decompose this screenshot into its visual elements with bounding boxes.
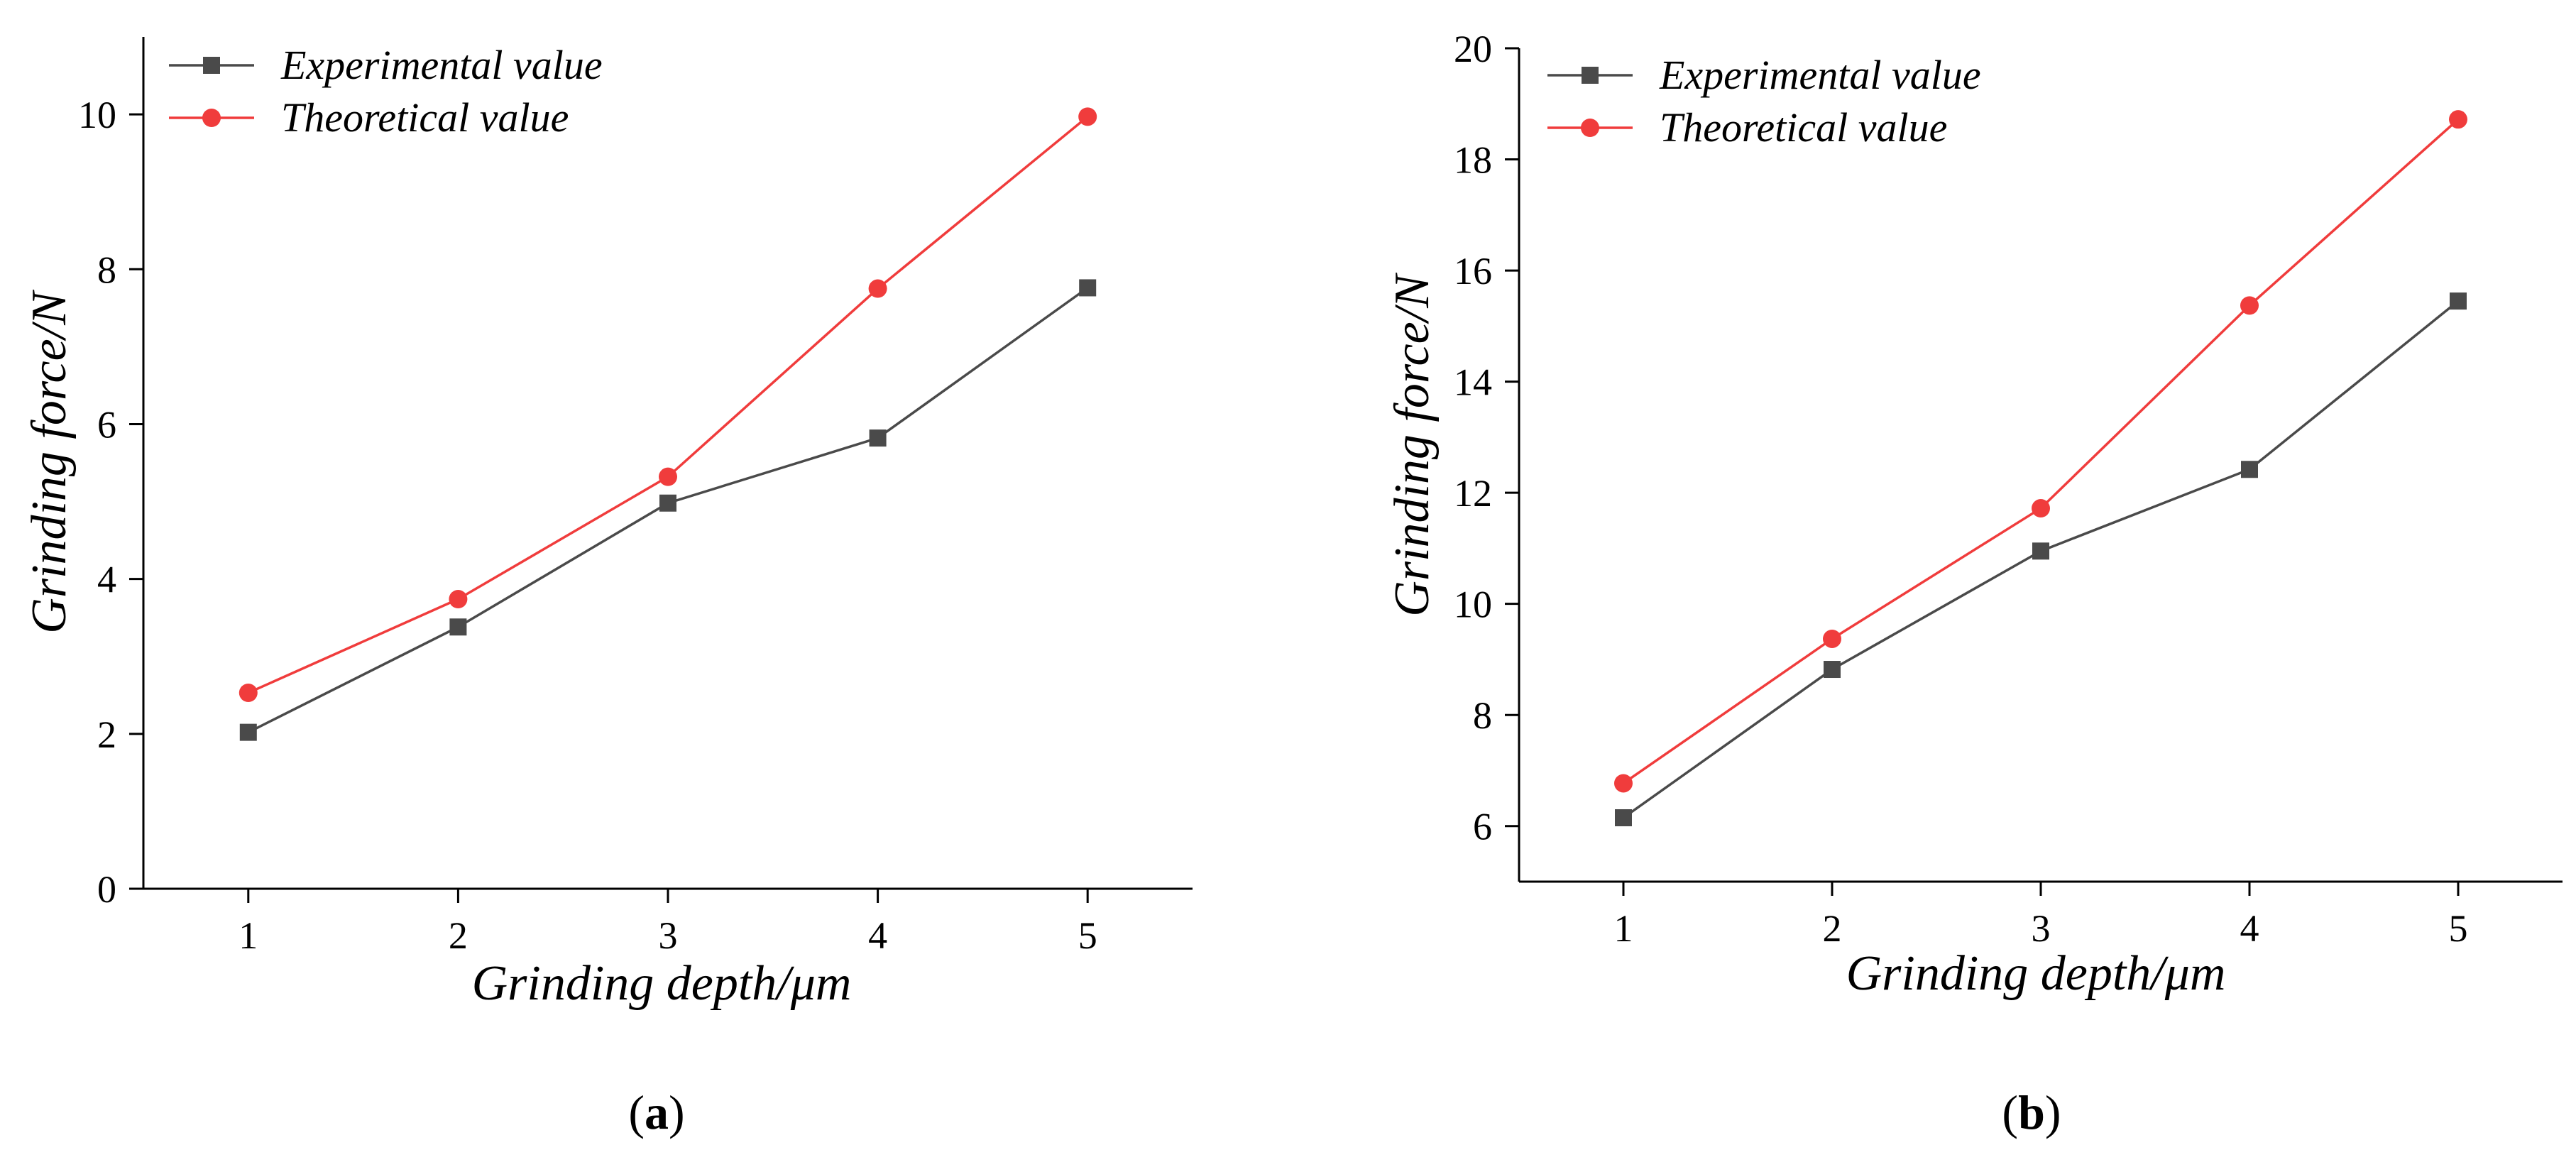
panel-label-close: ) xyxy=(669,1085,685,1139)
x-tick-label: 1 xyxy=(239,914,258,957)
panel-label-close: ) xyxy=(2045,1085,2061,1139)
y-tick-label: 8 xyxy=(97,248,116,291)
panel-label: (a) xyxy=(628,1085,684,1139)
data-point-experimental xyxy=(239,723,257,741)
y-tick-label: 6 xyxy=(97,403,116,446)
data-point-experimental xyxy=(2032,542,2049,560)
chart-panel-a: 1 2 3 4 5 0 2 4 6 8 10 Grinding depth/μm Grinding fo… xyxy=(22,37,1193,1139)
y-tick-label: 16 xyxy=(1454,250,1492,292)
x-tick-label: 1 xyxy=(1614,907,1633,950)
x-tick-label: 2 xyxy=(449,914,468,957)
legend-marker-square xyxy=(203,57,220,74)
data-point-theoretical xyxy=(239,684,258,702)
legend-label: Theoretical value xyxy=(1660,104,1947,150)
y-tick-label: 18 xyxy=(1454,139,1492,182)
data-point-theoretical xyxy=(868,279,887,298)
x-tick-label: 2 xyxy=(1823,907,1842,950)
legend-label: Theoretical value xyxy=(281,94,569,141)
data-point-experimental xyxy=(1824,661,1841,679)
y-tick-label: 10 xyxy=(1454,584,1492,626)
data-point-theoretical xyxy=(1823,629,1841,648)
x-tick-label: 4 xyxy=(868,914,887,957)
legend-marker-circle xyxy=(202,109,221,127)
y-tick-label: 6 xyxy=(1473,806,1492,848)
panel-label-letter: a xyxy=(645,1085,669,1139)
y-tick-label: 14 xyxy=(1454,361,1492,404)
y-tick-label: 0 xyxy=(97,868,116,911)
legend-label: Experimental value xyxy=(280,42,603,88)
series-line-theoretical xyxy=(248,116,1089,694)
x-tick-label: 5 xyxy=(1078,914,1097,957)
legend-marker-square xyxy=(1582,67,1599,84)
y-tick-label: 10 xyxy=(78,94,116,136)
legend-marker-circle xyxy=(1581,119,1599,137)
series-line-theoretical xyxy=(1623,118,2460,784)
panel-label: (b) xyxy=(2002,1085,2061,1139)
panel-label-letter: b xyxy=(2018,1085,2045,1139)
data-point-theoretical xyxy=(659,467,677,486)
y-axis-title: Grinding force/N xyxy=(22,290,77,634)
data-point-theoretical xyxy=(2240,296,2259,315)
x-axis-title: Grinding depth/μm xyxy=(472,956,852,1011)
y-tick-label: 8 xyxy=(1473,694,1492,737)
y-tick-label: 4 xyxy=(97,559,116,601)
data-point-experimental xyxy=(2450,292,2467,310)
data-point-theoretical xyxy=(449,590,468,608)
data-point-experimental xyxy=(1079,279,1097,297)
data-point-experimental xyxy=(1615,809,1632,826)
data-point-experimental xyxy=(449,618,467,636)
y-tick-label: 20 xyxy=(1454,28,1492,70)
data-point-theoretical xyxy=(1078,107,1097,126)
x-axis-title: Grinding depth/μm xyxy=(1846,946,2226,1001)
x-tick-label: 5 xyxy=(2449,907,2468,950)
y-tick-label: 12 xyxy=(1454,472,1492,515)
panel-label-open: ( xyxy=(2002,1085,2018,1139)
data-point-theoretical xyxy=(1614,774,1633,793)
legend-label: Experimental value xyxy=(1659,52,1981,98)
y-tick-label: 2 xyxy=(97,713,116,756)
data-point-theoretical xyxy=(2032,499,2050,518)
data-point-theoretical xyxy=(2449,110,2467,129)
x-tick-label: 3 xyxy=(2032,907,2051,950)
x-tick-label: 4 xyxy=(2240,907,2259,950)
panel-label-open: ( xyxy=(628,1085,645,1139)
y-axis-title: Grinding force/N xyxy=(1385,273,1440,617)
data-point-experimental xyxy=(659,494,676,512)
data-point-experimental xyxy=(2241,461,2258,478)
x-tick-label: 3 xyxy=(659,914,678,957)
data-point-experimental xyxy=(869,429,887,447)
